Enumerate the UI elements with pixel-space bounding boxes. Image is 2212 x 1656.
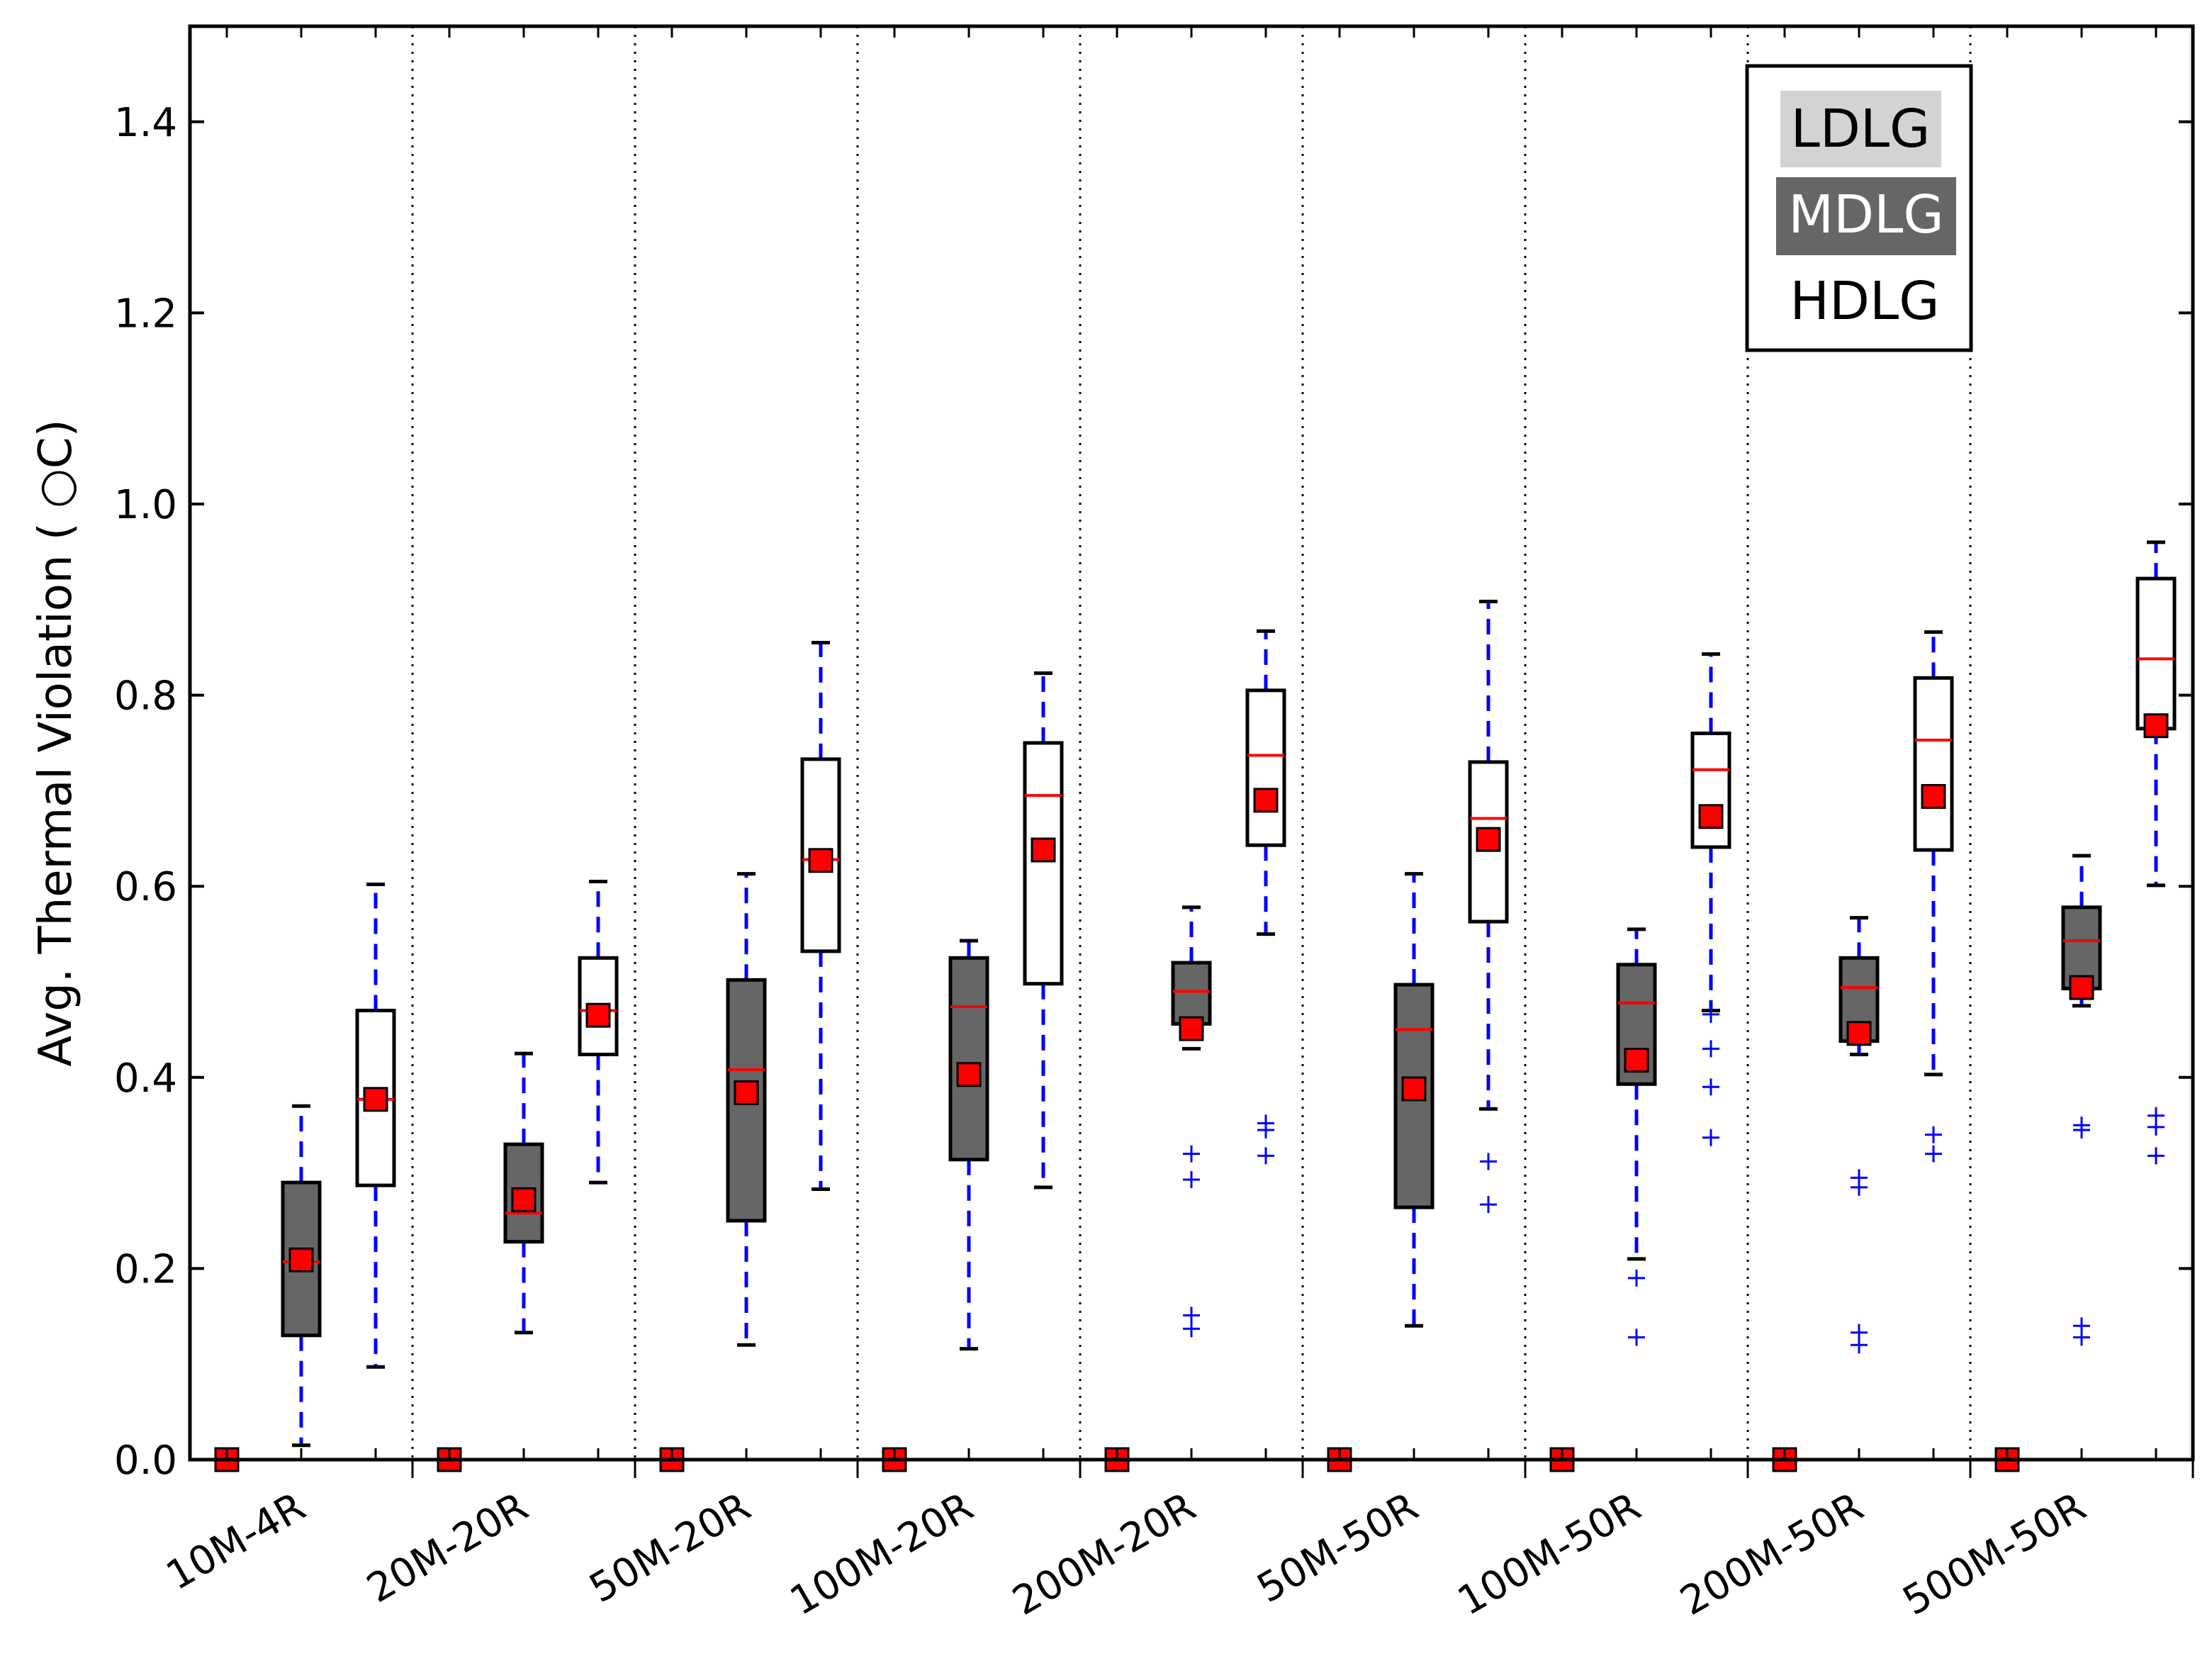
mean-marker [808, 848, 833, 873]
legend-label-mdlg: MDLG [1788, 184, 1943, 245]
box-mdlg [281, 1104, 322, 1448]
x-tick-label: 100M-50R [1450, 1484, 1649, 1625]
y-tick-label: 1.4 [114, 100, 177, 146]
legend-swatch-ldlg [1780, 91, 1941, 167]
mean-marker [363, 1087, 388, 1112]
box-hdlg [800, 640, 841, 1192]
mean-marker [511, 1187, 537, 1212]
box-iqr [2061, 905, 2102, 990]
box-mdlg [1838, 916, 1880, 1354]
y-tick-label: 0.4 [114, 1056, 177, 1102]
box-iqr [1023, 741, 1064, 986]
mean-marker [1253, 788, 1279, 813]
box-iqr [2135, 576, 2177, 731]
mean-marker [1846, 1021, 1872, 1046]
y-tick-label: 0.0 [114, 1438, 177, 1484]
mean-marker [1476, 827, 1501, 852]
y-axis: 0.0 0.2 0.4 0.6 0.8 1.0 1.2 1.4 [114, 100, 2193, 1484]
box-hdlg [1023, 671, 1064, 1190]
mean-marker [2143, 713, 2169, 739]
box-mdlg [503, 1051, 544, 1335]
mean-marker [734, 1080, 759, 1105]
mean-marker [1031, 837, 1056, 863]
x-tick-label: 200M-50R [1673, 1484, 1871, 1625]
mean-marker [2069, 975, 2094, 1000]
y-axis-title: Avg. Thermal Violation ( ○C) [30, 419, 82, 1066]
box-hdlg [1913, 630, 1954, 1163]
box-mdlg [1393, 872, 1435, 1328]
box-mdlg [726, 872, 767, 1347]
box-iqr [1245, 688, 1286, 847]
box-hdlg [1245, 629, 1286, 1165]
box-iqr [1913, 676, 1954, 852]
box-mdlg [1616, 927, 1657, 1346]
x-tick-label: 20M-20R [359, 1484, 536, 1612]
box-hdlg [355, 883, 396, 1369]
x-tick-label: 500M-50R [1895, 1484, 2094, 1625]
box-iqr [948, 956, 989, 1162]
legend-swatch-mdlg [1776, 177, 1956, 255]
category-separators [411, 26, 1972, 1460]
y-tick-label: 0.6 [114, 864, 177, 910]
box-hdlg [2135, 540, 2177, 1165]
mean-marker [1698, 804, 1724, 829]
box-iqr [1690, 732, 1731, 849]
mean-marker [956, 1062, 982, 1087]
box-hdlg [578, 879, 619, 1185]
box-iqr [1171, 961, 1212, 1026]
y-tick-label: 0.2 [114, 1246, 177, 1292]
mean-marker [1401, 1076, 1427, 1102]
y-tick-label: 1.0 [114, 482, 177, 528]
x-tick-label: 100M-20R [782, 1484, 981, 1625]
box-hdlg [1690, 652, 1731, 1146]
box-mdlg [2061, 854, 2102, 1346]
x-tick-label: 50M-50R [1250, 1484, 1426, 1612]
y-tick-label: 0.8 [114, 673, 177, 720]
legend-label-ldlg: LDLG [1791, 99, 1931, 160]
x-tick-label: 50M-20R [582, 1484, 758, 1612]
x-tick-label: 200M-20R [1005, 1484, 1203, 1625]
box-plot-marks [208, 540, 2177, 1472]
mean-marker [1624, 1048, 1649, 1073]
mean-marker [1921, 783, 1946, 809]
mean-marker [288, 1247, 314, 1272]
x-tick-label: 10M-4R [159, 1484, 313, 1599]
mean-marker [585, 1002, 611, 1028]
y-tick-label: 1.2 [114, 291, 177, 337]
box-hdlg [1468, 599, 1509, 1214]
box-mdlg [1171, 905, 1212, 1338]
legend-label-hdlg: HDLG [1790, 271, 1939, 332]
box-mdlg [948, 939, 989, 1351]
legend: LDLG MDLG HDLG [1745, 64, 1973, 352]
mean-marker [1179, 1016, 1204, 1041]
